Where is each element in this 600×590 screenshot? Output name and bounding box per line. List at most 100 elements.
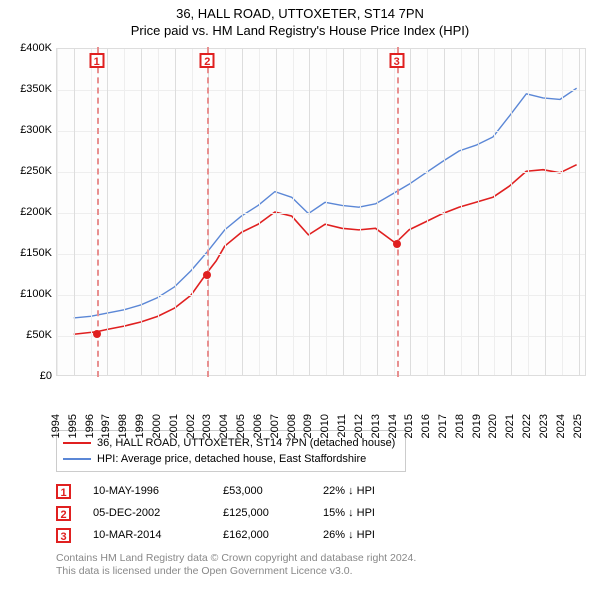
x-axis-label: 2018 (454, 414, 466, 438)
y-axis-label: £100K (8, 288, 52, 300)
gridline (57, 295, 585, 296)
sale-marker-line (207, 47, 209, 377)
gridline (225, 49, 226, 375)
sale-marker-line (397, 47, 399, 377)
x-axis-label: 2021 (504, 414, 516, 438)
gridline (107, 49, 108, 375)
gridline (242, 49, 243, 375)
gridline (309, 49, 310, 375)
event-date: 10-MAY-1996 (93, 485, 223, 497)
gridline (394, 49, 395, 375)
x-axis-label: 2020 (487, 414, 499, 438)
footer-attribution: Contains HM Land Registry data © Crown c… (56, 552, 592, 578)
series-hpi (74, 88, 577, 318)
sale-dot (393, 240, 401, 248)
gridline (276, 49, 277, 375)
sale-marker-box: 3 (389, 53, 404, 68)
event-price: £125,000 (223, 507, 323, 519)
x-axis-label: 2014 (387, 414, 399, 438)
event-marker-box: 2 (56, 506, 71, 521)
gridline (377, 49, 378, 375)
x-axis-label: 1995 (67, 414, 79, 438)
x-axis-label: 2004 (218, 414, 230, 438)
y-axis-label: £50K (8, 329, 52, 341)
gridline (293, 49, 294, 375)
footer-line1: Contains HM Land Registry data © Crown c… (56, 552, 592, 565)
event-row: 310-MAR-2014£162,00026% ↓ HPI (56, 524, 592, 546)
gridline (57, 131, 585, 132)
x-axis-label: 2008 (286, 414, 298, 438)
gridline (528, 49, 529, 375)
gridline (427, 49, 428, 375)
gridline (326, 49, 327, 375)
chart-subtitle: Price paid vs. HM Land Registry's House … (8, 23, 592, 38)
chart-lines (57, 49, 585, 375)
x-axis-label: 2022 (521, 414, 533, 438)
x-axis-label: 2002 (185, 414, 197, 438)
gridline (74, 49, 75, 375)
sale-marker-box: 2 (200, 53, 215, 68)
gridline (494, 49, 495, 375)
gridline (444, 49, 445, 375)
x-axis-label: 2003 (201, 414, 213, 438)
event-date: 10-MAR-2014 (93, 529, 223, 541)
legend-label: HPI: Average price, detached house, East… (97, 453, 366, 465)
x-axis-label: 1996 (84, 414, 96, 438)
x-axis-label: 1994 (50, 414, 62, 438)
x-axis-label: 2023 (538, 414, 550, 438)
x-axis-label: 2007 (269, 414, 281, 438)
gridline (158, 49, 159, 375)
x-axis-label: 2000 (151, 414, 163, 438)
x-axis-label: 2011 (336, 414, 348, 438)
legend-label: 36, HALL ROAD, UTTOXETER, ST14 7PN (deta… (97, 437, 395, 449)
legend-swatch (63, 442, 91, 444)
gridline (511, 49, 512, 375)
event-hpi-diff: 15% ↓ HPI (323, 507, 433, 519)
y-axis-label: £400K (8, 42, 52, 54)
x-axis-label: 2005 (235, 414, 247, 438)
sale-marker-line (97, 47, 99, 377)
gridline (57, 49, 58, 375)
event-marker-box: 1 (56, 484, 71, 499)
x-axis-label: 2012 (353, 414, 365, 438)
gridline (175, 49, 176, 375)
gridline (57, 336, 585, 337)
gridline (124, 49, 125, 375)
gridline (57, 90, 585, 91)
series-property (74, 165, 577, 335)
x-axis-label: 2001 (168, 414, 180, 438)
gridline (57, 172, 585, 173)
legend-item: HPI: Average price, detached house, East… (63, 451, 395, 467)
x-axis-label: 2006 (252, 414, 264, 438)
event-marker-box: 3 (56, 528, 71, 543)
gridline (141, 49, 142, 375)
x-axis-label: 2009 (302, 414, 314, 438)
sale-events: 110-MAY-1996£53,00022% ↓ HPI205-DEC-2002… (56, 480, 592, 546)
gridline (579, 49, 580, 375)
gridline (259, 49, 260, 375)
x-axis-label: 2010 (319, 414, 331, 438)
event-hpi-diff: 26% ↓ HPI (323, 529, 433, 541)
gridline (57, 213, 585, 214)
gridline (91, 49, 92, 375)
y-axis-label: £300K (8, 124, 52, 136)
x-axis-label: 2019 (471, 414, 483, 438)
x-axis-label: 2017 (437, 414, 449, 438)
event-row: 110-MAY-1996£53,00022% ↓ HPI (56, 480, 592, 502)
footer-line2: This data is licensed under the Open Gov… (56, 565, 592, 578)
y-axis-label: £250K (8, 165, 52, 177)
x-axis-label: 1998 (117, 414, 129, 438)
y-axis-label: £350K (8, 83, 52, 95)
y-axis-label: £0 (8, 370, 52, 382)
x-axis-label: 1999 (134, 414, 146, 438)
x-axis-label: 2025 (572, 414, 584, 438)
sale-marker-box: 1 (89, 53, 104, 68)
sale-dot (203, 271, 211, 279)
y-axis-label: £150K (8, 247, 52, 259)
legend-swatch (63, 458, 91, 460)
y-axis-label: £200K (8, 206, 52, 218)
gridline (478, 49, 479, 375)
event-date: 05-DEC-2002 (93, 507, 223, 519)
x-axis-label: 1997 (100, 414, 112, 438)
event-price: £53,000 (223, 485, 323, 497)
